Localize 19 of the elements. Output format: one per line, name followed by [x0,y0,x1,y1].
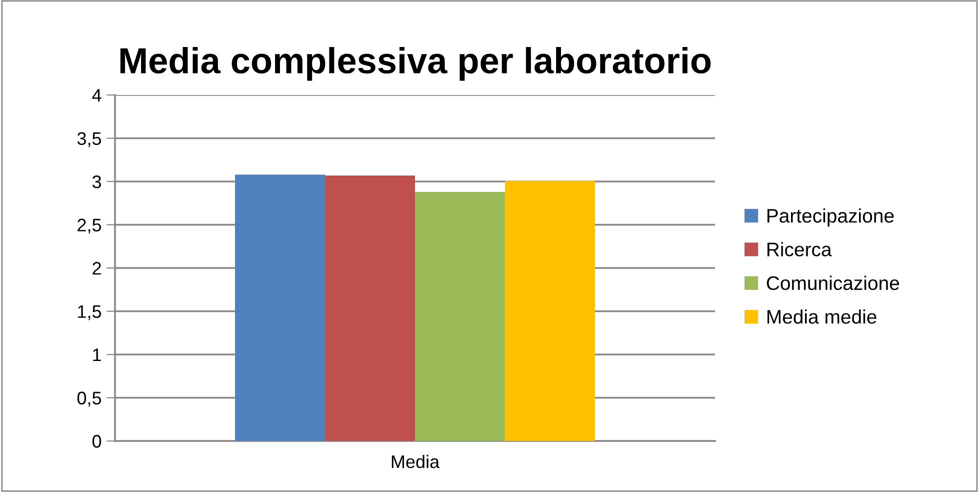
y-tick-label: 2,5 [78,218,102,234]
y-tick-label: 1 [93,348,101,362]
x-tick-label: Media [392,454,440,468]
bar [235,174,325,441]
y-tick-label: 4 [92,89,102,102]
y-tick-label: 0,5 [77,392,102,407]
legend-label: Ricerca [767,242,832,256]
y-tick-label: 3,5 [77,132,102,148]
bar [325,175,415,441]
chart-title: Media complessiva per laboratorio [120,47,711,81]
legend-label: Partecipazione [767,208,894,227]
y-tick-label: 3 [92,175,102,188]
bar [415,192,505,441]
y-tick-label: 0 [92,434,102,448]
y-tick-label: 2 [92,262,101,275]
bar [505,180,595,441]
legend-label: Media medie [767,309,876,324]
legend-label: Comunicazione [766,276,900,290]
y-tick-label: 1,5 [78,305,102,320]
